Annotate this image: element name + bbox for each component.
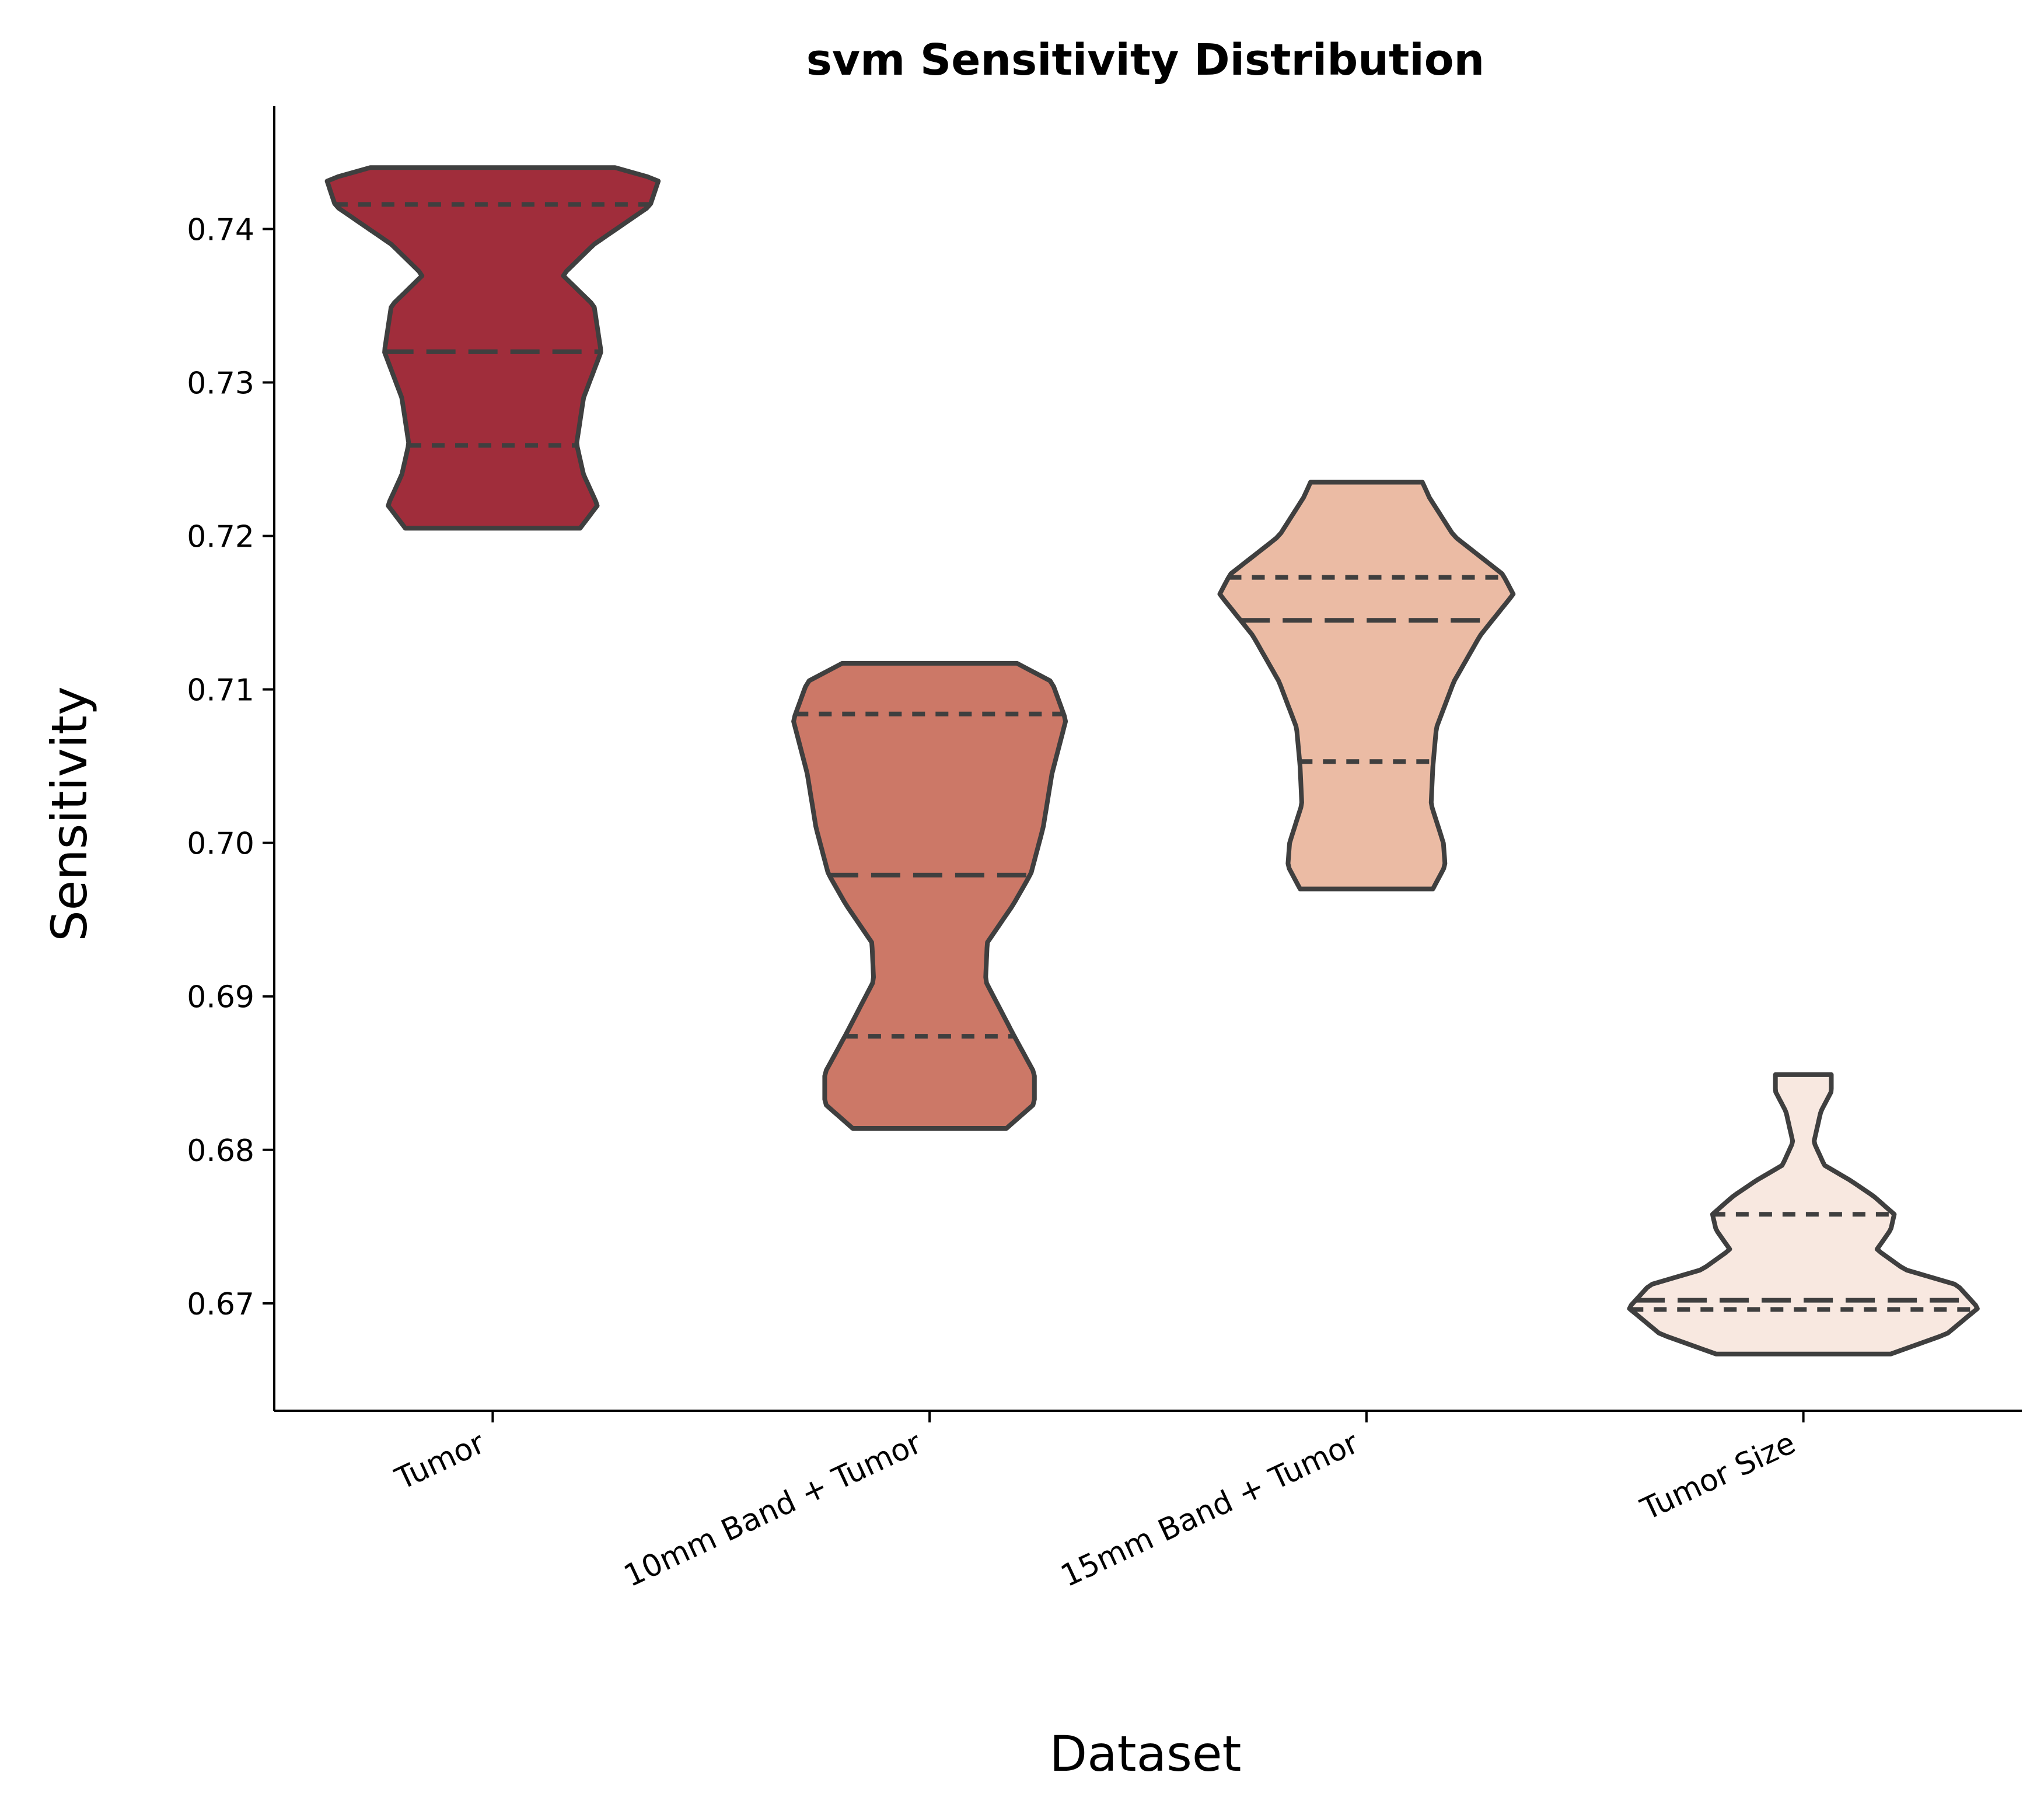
y-tick-label: 0.69	[187, 980, 254, 1015]
chart-title: svm Sensitivity Distribution	[806, 35, 1484, 85]
y-axis-label: Sensitivity	[41, 686, 98, 941]
violin-3	[1627, 1072, 1980, 1356]
x-axis-label: Dataset	[1050, 1725, 1242, 1782]
y-tick-label: 0.74	[187, 212, 254, 247]
y-tick-label: 0.67	[187, 1287, 254, 1322]
y-tick-label: 0.71	[187, 673, 254, 708]
y-tick-label: 0.73	[187, 366, 254, 401]
y-axis: 0.67 0.68 0.69 0.70 0.71 0.72 0.73 0.74	[187, 106, 275, 1411]
violin-0	[324, 165, 661, 531]
violins	[324, 165, 1980, 1356]
violin-2	[1217, 480, 1516, 891]
y-tick-label: 0.70	[187, 827, 254, 862]
y-tick-label: 0.72	[187, 520, 254, 555]
violin-1	[791, 660, 1068, 1131]
y-tick-label: 0.68	[187, 1134, 254, 1169]
